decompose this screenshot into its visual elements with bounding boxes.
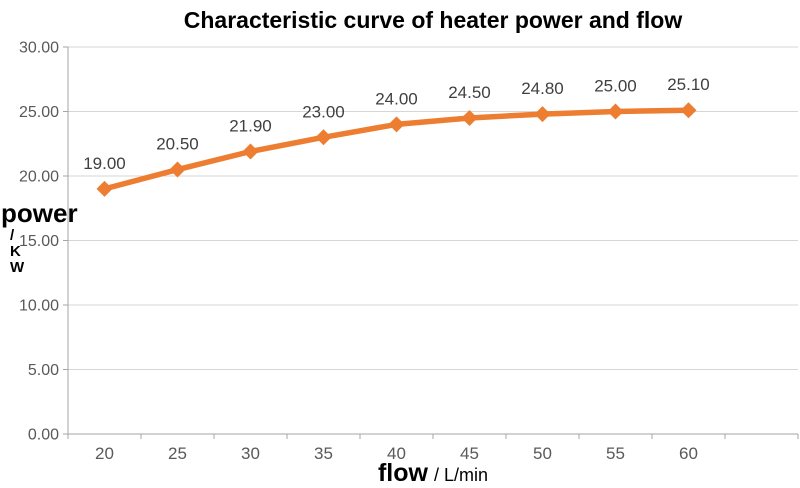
y-tick-label: 30.00 [19,40,59,57]
x-tick-label: 25 [168,444,187,463]
y-axis-unit-line: W [10,259,25,276]
data-point-marker [242,143,259,160]
y-axis-unit-line: K [10,243,21,260]
data-point-marker [607,103,624,120]
x-axis-unit: / L/min [433,465,489,485]
y-tick-label: 20.00 [19,169,59,186]
chart-title: Characteristic curve of heater power and… [183,7,683,33]
data-point-marker [169,161,186,178]
x-tick-label: 50 [533,444,552,463]
y-axis-title-text: power [1,198,78,228]
x-tick-label: 30 [241,444,260,463]
x-tick-label: 40 [387,444,406,463]
data-point-label: 21.90 [229,116,272,135]
data-point-label: 20.50 [156,135,199,154]
x-tick-label: 55 [606,444,625,463]
data-point-label: 25.10 [667,75,710,94]
x-tick-label: 45 [460,444,479,463]
x-axis-title-text: flow [377,459,428,487]
data-point-label: 24.50 [448,83,491,102]
x-tick-label: 35 [314,444,333,463]
y-axis-title: power / K W [1,198,78,276]
data-point-marker [461,109,478,126]
y-tick-label: 15.00 [19,233,59,250]
data-point-marker [96,180,113,197]
data-point-label: 23.00 [302,102,345,121]
data-point-marker [388,116,405,133]
data-point-marker [680,102,697,119]
y-axis-unit-line: / [10,227,15,244]
y-tick-label: 5.00 [28,362,59,379]
data-point-label: 24.00 [375,89,418,108]
x-tick-label: 60 [679,444,698,463]
data-point-label: 25.00 [594,77,637,96]
y-tick-label: 10.00 [19,298,59,315]
x-tick-label: 20 [95,444,114,463]
data-point-label: 24.80 [521,79,564,98]
data-point-label: 19.00 [83,154,126,173]
y-tick-label: 25.00 [19,104,59,121]
y-tick-label: 0.00 [28,427,59,444]
x-axis-title: flow / L/min [68,459,798,488]
data-point-marker [534,106,551,123]
data-point-marker [315,129,332,146]
